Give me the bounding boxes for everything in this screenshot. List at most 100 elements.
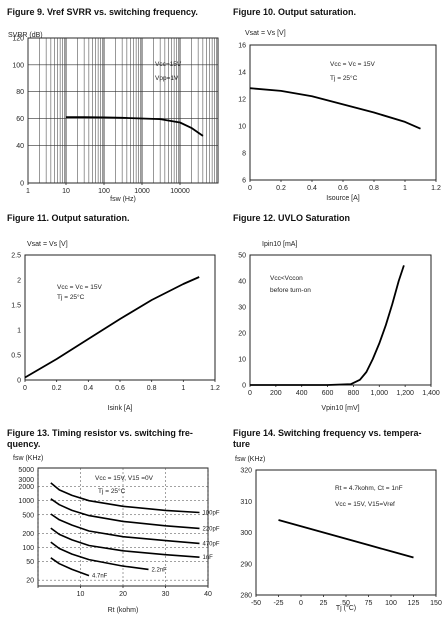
fig13-ytick-label: 100 bbox=[22, 545, 34, 552]
fig14-xtick-label: 125 bbox=[408, 600, 420, 607]
fig10-ytick-label: 14 bbox=[238, 70, 246, 77]
fig10-xtick-label: 0.6 bbox=[338, 185, 348, 192]
fig10-ylabel: Vsat = Vs [V] bbox=[245, 30, 286, 37]
fig10-ytick-label: 6 bbox=[242, 178, 246, 185]
fig10-xlabel: Isource [A] bbox=[326, 195, 360, 202]
fig11-ytick-label: 2 bbox=[17, 278, 21, 285]
fig14-xtick-label: -50 bbox=[251, 600, 261, 607]
fig13-xtick-label: 30 bbox=[162, 591, 170, 598]
fig11-xtick-label: 0 bbox=[23, 385, 27, 392]
fig13-series-line-470pf bbox=[50, 513, 200, 545]
fig10-xtick-label: 0.8 bbox=[369, 185, 379, 192]
fig12-ytick-label: 30 bbox=[238, 305, 246, 312]
fig13-series-label: 1nF bbox=[203, 555, 214, 561]
fig9-xtick-label: 1000 bbox=[134, 188, 150, 195]
fig13-series-label: 2.2nF bbox=[152, 567, 168, 573]
fig11-ylabel: Vsat = Vs [V] bbox=[27, 241, 68, 248]
fig9-annotation: Vpp=1V bbox=[155, 75, 179, 82]
fig9-ytick-label: 80 bbox=[16, 89, 24, 96]
fig10-xtick-label: 0.4 bbox=[307, 185, 317, 192]
fig13-ytick-label: 5000 bbox=[18, 467, 34, 474]
fig13-ylabel: fsw (KHz) bbox=[13, 455, 43, 462]
fig11-xtick-label: 0.4 bbox=[83, 385, 93, 392]
fig12-ytick-label: 10 bbox=[238, 357, 246, 364]
fig11-xtick-label: 0.8 bbox=[147, 385, 157, 392]
fig14-ytick-label: 310 bbox=[240, 499, 252, 506]
fig9-ytick-label: 40 bbox=[16, 143, 24, 150]
fig9-xtick-label: 10 bbox=[62, 188, 70, 195]
fig9-xtick-label: 100 bbox=[98, 188, 110, 195]
fig10-title: Figure 10. Output saturation. bbox=[233, 7, 357, 17]
fig9-ytick-label: 0 bbox=[20, 181, 24, 188]
fig13-series-line-22nf bbox=[50, 541, 149, 571]
fig13-annotation: Tj = 25°C bbox=[98, 487, 126, 495]
fig13-series-line-100pf bbox=[50, 482, 200, 514]
fig10-ytick-label: 16 bbox=[238, 43, 246, 50]
fig13-series-line-220pf bbox=[50, 498, 200, 530]
fig12-xtick-label: 800 bbox=[348, 390, 360, 397]
fig13-xtick-label: 20 bbox=[119, 591, 127, 598]
fig12-annotation: Vcc<Vccon bbox=[270, 275, 303, 282]
fig14-xtick-label: -25 bbox=[273, 600, 283, 607]
fig14-xlabel: Tj (°C) bbox=[336, 604, 356, 612]
fig14-xtick-label: 100 bbox=[385, 600, 397, 607]
fig9-ylabel: SVRR (dB) bbox=[8, 32, 43, 39]
fig14-xtick-label: 0 bbox=[299, 600, 303, 607]
fig13-ytick-label: 200 bbox=[22, 531, 34, 538]
fig14-annotation: Rt = 4.7kohm, Ct = 1nF bbox=[335, 485, 403, 492]
fig10-annotation: Tj = 25°C bbox=[330, 74, 358, 82]
fig9-xtick-label: 10000 bbox=[170, 188, 190, 195]
fig12-ytick-label: 20 bbox=[238, 331, 246, 338]
fig11-title: Figure 11. Output saturation. bbox=[7, 213, 130, 223]
fig13-ytick-label: 20 bbox=[26, 578, 34, 585]
fig14-ytick-label: 320 bbox=[240, 468, 252, 475]
fig10-annotation: Vcc = Vc = 15V bbox=[330, 61, 375, 68]
fig9-ytick-label: 60 bbox=[16, 116, 24, 123]
fig14-title: Figure 14. Switching frequency vs. tempe… bbox=[233, 428, 422, 449]
fig12-xtick-label: 1,400 bbox=[422, 390, 440, 397]
fig12-xlabel: Vpin10 [mV] bbox=[321, 405, 359, 412]
fig11-ytick-label: 0.5 bbox=[11, 353, 21, 360]
fig13-xlabel: Rt (kohm) bbox=[108, 607, 139, 614]
fig13-series-label: 220pF bbox=[203, 526, 220, 532]
fig14-ylabel: fsw (KHz) bbox=[235, 456, 265, 463]
fig9-ytick-label: 120 bbox=[12, 36, 24, 43]
fig10-series-line bbox=[249, 87, 421, 130]
fig13-ytick-label: 1000 bbox=[18, 498, 34, 505]
fig10-xtick-label: 0 bbox=[248, 185, 252, 192]
fig14-ytick-label: 290 bbox=[240, 561, 252, 568]
fig11-ytick-label: 1.5 bbox=[11, 303, 21, 310]
fig13-ytick-label: 50 bbox=[26, 559, 34, 566]
fig13-title: Figure 13. Timing resistor vs. switching… bbox=[7, 428, 193, 449]
fig12-title: Figure 12. UVLO Saturation bbox=[233, 213, 351, 223]
fig12-xtick-label: 400 bbox=[296, 390, 308, 397]
fig13-xtick-label: 10 bbox=[77, 591, 85, 598]
fig11-xtick-label: 0.6 bbox=[115, 385, 125, 392]
fig11-ytick-label: 0 bbox=[17, 378, 21, 385]
fig13-xtick-label: 40 bbox=[204, 591, 212, 598]
fig9-xlabel: fsw (Hz) bbox=[110, 196, 136, 203]
fig11-ytick-label: 1 bbox=[17, 328, 21, 335]
fig14-xtick-label: 50 bbox=[342, 600, 350, 607]
fig12-annotation: before turn-on bbox=[270, 287, 311, 294]
fig10-ytick-label: 10 bbox=[238, 124, 246, 131]
fig13-series-label: 4.7nF bbox=[92, 574, 108, 580]
fig12-xtick-label: 600 bbox=[322, 390, 334, 397]
fig14-xtick-label: 75 bbox=[365, 600, 373, 607]
fig13-series-label: 470pF bbox=[203, 541, 220, 547]
fig13-series-line-47nf bbox=[50, 557, 90, 577]
fig12-xtick-label: 1,000 bbox=[371, 390, 389, 397]
fig12-xtick-label: 0 bbox=[248, 390, 252, 397]
fig9-xtick-label: 1 bbox=[26, 188, 30, 195]
fig13-ytick-label: 3000 bbox=[18, 477, 34, 484]
fig11-xlabel: Isink [A] bbox=[108, 405, 133, 412]
fig12-ytick-label: 0 bbox=[242, 383, 246, 390]
fig12-xtick-label: 1,200 bbox=[396, 390, 414, 397]
fig9-title: Figure 9. Vref SVRR vs. switching freque… bbox=[7, 7, 198, 17]
fig12-xtick-label: 200 bbox=[270, 390, 282, 397]
fig9-annotation: Vcc=15V bbox=[155, 61, 182, 68]
fig11-ytick-label: 2.5 bbox=[11, 253, 21, 260]
fig10-xtick-label: 1 bbox=[403, 185, 407, 192]
fig14-ytick-label: 300 bbox=[240, 530, 252, 537]
